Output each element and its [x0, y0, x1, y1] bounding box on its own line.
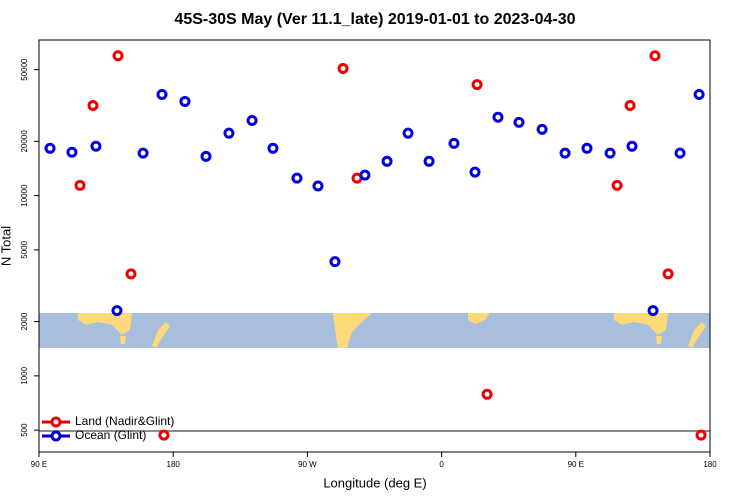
- y-tick-label: 1000: [20, 366, 29, 384]
- point: [423, 155, 435, 167]
- x-tick-label: 90 W: [298, 460, 317, 469]
- x-tick-label: 90 E: [31, 460, 47, 469]
- legend-marker: [50, 416, 62, 428]
- point: [471, 79, 483, 91]
- y-tick-label: 10000: [20, 184, 29, 207]
- map-strip: [39, 313, 710, 348]
- point: [626, 140, 638, 152]
- point: [156, 88, 168, 100]
- point: [448, 137, 460, 149]
- point: [647, 305, 659, 317]
- point: [559, 147, 571, 159]
- point: [649, 50, 661, 62]
- point: [44, 142, 56, 154]
- point: [695, 429, 707, 441]
- point: [291, 172, 303, 184]
- point: [267, 142, 279, 154]
- y-axis-label: N Total: [0, 226, 13, 266]
- point: [381, 155, 393, 167]
- x-tick-label: 180: [703, 460, 717, 469]
- point: [662, 268, 674, 280]
- point: [200, 150, 212, 162]
- legend-marker: [50, 430, 62, 442]
- point: [611, 179, 623, 191]
- point: [481, 388, 493, 400]
- point: [158, 429, 170, 441]
- point: [125, 268, 137, 280]
- point: [87, 100, 99, 112]
- point: [469, 166, 481, 178]
- x-tick-label: 0: [439, 460, 444, 469]
- point: [329, 256, 341, 268]
- point: [337, 63, 349, 75]
- point: [223, 127, 235, 139]
- point: [137, 147, 149, 159]
- point: [674, 147, 686, 159]
- legend-label: Ocean (Glint): [75, 428, 146, 442]
- point: [246, 115, 258, 127]
- legend-label: Land (Nadir&Glint): [75, 414, 174, 428]
- point: [74, 179, 86, 191]
- point: [66, 146, 78, 158]
- x-axis-label: Longitude (deg E): [323, 475, 426, 490]
- point: [402, 127, 414, 139]
- y-tick-label: 50000: [20, 58, 29, 81]
- point: [513, 116, 525, 128]
- x-tick-label: 180: [167, 460, 181, 469]
- y-tick-label: 20000: [20, 130, 29, 153]
- point: [179, 95, 191, 107]
- point: [359, 169, 371, 181]
- point: [693, 88, 705, 100]
- chart-title: 45S-30S May (Ver 11.1_late) 2019-01-01 t…: [174, 11, 575, 28]
- point: [624, 100, 636, 112]
- point: [604, 147, 616, 159]
- point: [492, 111, 504, 123]
- point: [581, 142, 593, 154]
- y-tick-label: 5000: [20, 240, 29, 258]
- point: [90, 140, 102, 152]
- y-tick-label: 500: [20, 423, 29, 437]
- y-tick-label: 2000: [20, 312, 29, 330]
- point: [112, 50, 124, 62]
- plot-frame: [38, 39, 711, 453]
- x-tick-label: 90 E: [568, 460, 584, 469]
- point: [536, 123, 548, 135]
- point: [111, 305, 123, 317]
- point: [312, 180, 324, 192]
